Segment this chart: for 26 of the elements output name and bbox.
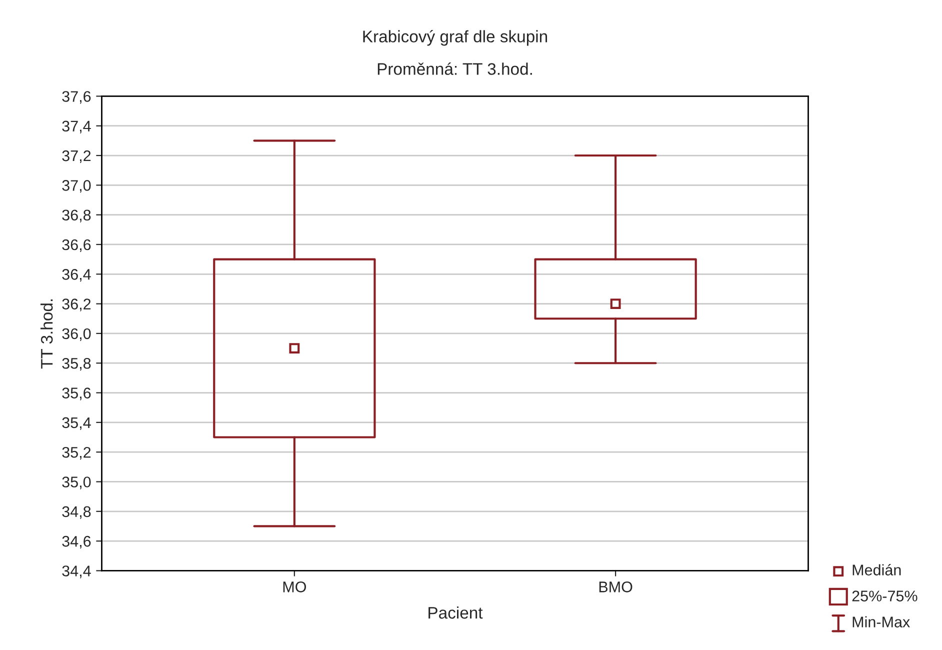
- y-tick-label: 37,4: [62, 120, 91, 134]
- y-tick-label: 35,2: [62, 446, 91, 460]
- chart-subtitle: Proměnná: TT 3.hod.: [378, 62, 532, 75]
- y-tick-label: 36,6: [62, 239, 91, 252]
- y-tick-label: 35,8: [62, 358, 91, 371]
- y-tick-label: 37,0: [62, 180, 91, 193]
- text: Min-Max: [852, 616, 910, 628]
- y-tick-label: 34,4: [62, 566, 91, 578]
- chart-title: Krabicový graf dle skupin: [363, 30, 548, 46]
- y-tick-label: 34,8: [62, 506, 91, 519]
- y-tick-label: 35,4: [62, 417, 91, 430]
- y-tick-label: 36,4: [62, 269, 91, 282]
- y-tick-label: 37,2: [62, 150, 91, 164]
- y-tick-label: 36,0: [62, 328, 91, 341]
- y-tick-label: 37,6: [62, 91, 91, 104]
- y-tick-label: 35,6: [62, 388, 91, 400]
- y-tick-label: 35,0: [62, 476, 91, 490]
- x-axis-title: Pacient: [428, 606, 483, 619]
- y-tick-label: 36,8: [62, 210, 91, 222]
- x-tick-label: BMO: [599, 582, 632, 592]
- x-tick-label: MO: [283, 582, 306, 592]
- y-tick-label: 34,6: [62, 536, 91, 549]
- y-tick-label: 36,2: [62, 298, 91, 312]
- text: 25%-75%: [852, 590, 918, 602]
- y-axis-title: TT 3.hod.: [40, 299, 53, 369]
- text: Medián: [852, 564, 901, 576]
